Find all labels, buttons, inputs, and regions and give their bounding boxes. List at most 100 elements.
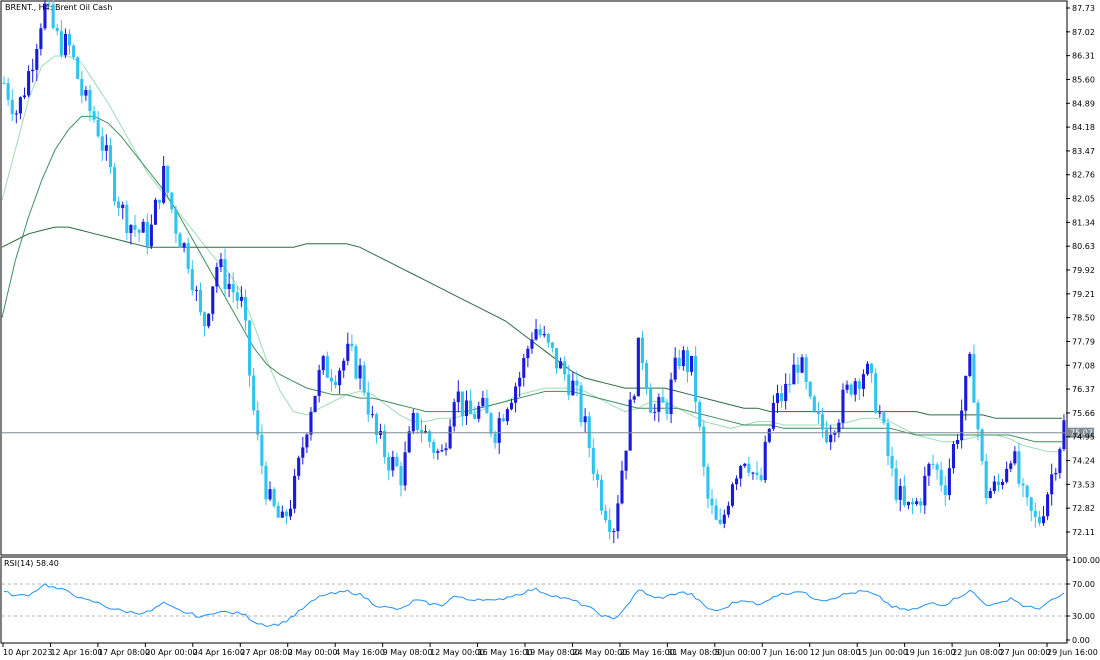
candle <box>726 501 730 518</box>
candle <box>554 347 559 374</box>
candle <box>477 401 481 423</box>
candle <box>947 458 951 501</box>
candle <box>628 391 632 451</box>
candle <box>567 365 571 401</box>
candle <box>383 424 387 464</box>
candle <box>780 385 784 408</box>
time-tick-label: 12 May 00:00 <box>430 648 485 657</box>
candle <box>861 369 865 397</box>
candle <box>395 452 399 468</box>
candle <box>714 498 718 521</box>
price-tick-label: 86.31 <box>1072 52 1095 61</box>
candle <box>1009 460 1013 473</box>
candle <box>1037 510 1041 526</box>
candle <box>329 369 333 392</box>
time-tick-label: 27 Jun 00:00 <box>1000 648 1051 657</box>
candle <box>579 381 583 427</box>
candle <box>841 383 845 429</box>
candle <box>313 395 317 413</box>
price-tick-label: 76.37 <box>1072 385 1095 394</box>
candle <box>1046 491 1050 521</box>
candle <box>231 272 235 303</box>
candle <box>100 127 104 161</box>
price-tick-label: 87.02 <box>1072 28 1095 37</box>
candle <box>378 423 383 439</box>
time-tick-label: 24 Apr 16:00 <box>193 648 245 657</box>
candle <box>121 201 125 220</box>
candle <box>129 224 133 245</box>
time-tick-label: 9 May 08:00 <box>383 648 433 657</box>
price-tick-label: 78.50 <box>1072 314 1095 323</box>
candle <box>509 398 514 411</box>
candle <box>755 461 759 480</box>
time-tick-label: 22 Jun 08:00 <box>952 648 1003 657</box>
candle <box>411 408 415 435</box>
candle <box>428 429 432 448</box>
candle <box>845 380 849 394</box>
candle <box>137 228 141 242</box>
candle <box>252 367 256 415</box>
candle <box>923 466 927 515</box>
candle <box>125 200 129 240</box>
candle <box>661 388 665 403</box>
candle <box>747 456 751 477</box>
rsi-tick-label: 100.00 <box>1072 556 1100 565</box>
candle <box>702 420 706 477</box>
price-tick-label: 75.66 <box>1072 409 1095 418</box>
candle <box>526 345 530 368</box>
current-price-badge <box>1068 427 1094 438</box>
candle <box>673 347 677 383</box>
candle <box>910 497 915 515</box>
candle <box>964 375 968 421</box>
candle <box>644 360 649 395</box>
candle <box>857 378 861 401</box>
candle <box>141 218 145 233</box>
candle <box>980 428 984 465</box>
candle <box>657 393 661 423</box>
candle <box>595 469 599 488</box>
candle <box>88 84 92 121</box>
time-tick-label: 19 May 08:00 <box>525 648 580 657</box>
main-chart-frame <box>0 0 1068 556</box>
ma-line <box>1 55 1062 453</box>
candle <box>812 394 816 413</box>
candle <box>735 475 739 490</box>
candle <box>436 448 440 460</box>
price-tick-label: 87.73 <box>1072 4 1095 13</box>
candle <box>976 399 980 441</box>
candle <box>178 231 182 248</box>
candle <box>833 430 837 443</box>
candle <box>906 501 911 510</box>
candle <box>1050 463 1054 506</box>
candle <box>342 358 346 378</box>
candle <box>243 289 248 331</box>
candle <box>616 494 620 539</box>
candle <box>108 137 113 174</box>
candle <box>743 462 747 468</box>
candle <box>198 282 203 316</box>
candle <box>182 242 186 253</box>
candle <box>166 165 170 196</box>
candle <box>149 214 153 249</box>
candle <box>788 373 792 393</box>
candle <box>272 487 276 509</box>
candle <box>333 375 338 389</box>
time-tick-label: 16 May 16:00 <box>478 648 533 657</box>
candle <box>505 407 509 426</box>
candle <box>464 390 469 425</box>
candle <box>370 405 374 418</box>
candle <box>174 205 178 244</box>
candle <box>669 372 673 424</box>
candle <box>542 325 546 338</box>
candle <box>112 163 117 206</box>
candle <box>280 505 284 519</box>
candle <box>31 58 35 83</box>
candle <box>706 463 710 509</box>
candle <box>419 418 424 443</box>
candle <box>190 260 194 296</box>
candle <box>321 354 325 375</box>
time-tick-label: 2 May 00:00 <box>288 648 338 657</box>
candle <box>939 461 943 492</box>
candle <box>362 361 366 397</box>
price-tick-label: 84.89 <box>1072 99 1095 108</box>
